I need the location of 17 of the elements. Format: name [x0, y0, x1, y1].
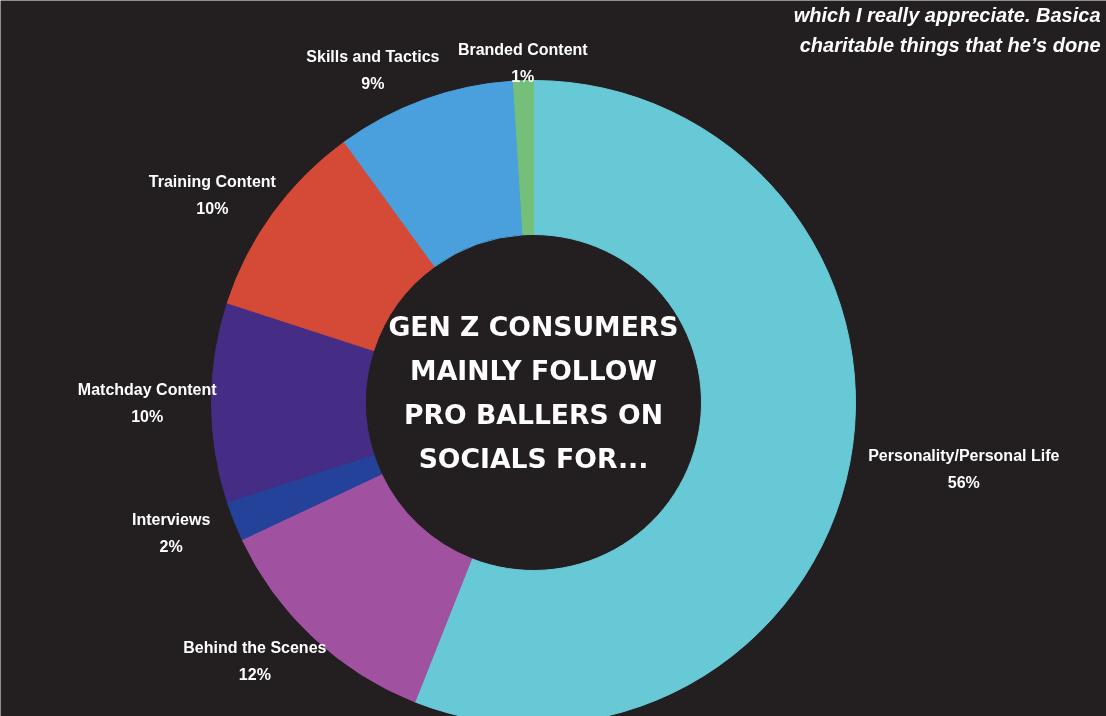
- text: charitable things that he’s done: [799, 33, 1101, 56]
- data-label: 1%: [511, 68, 535, 85]
- slice-label: Skills and Tactics: [306, 47, 440, 65]
- slice-label: Interviews: [132, 511, 211, 529]
- text: which I really appreciate. Basica: [793, 3, 1101, 26]
- data-label: 2%: [159, 538, 183, 556]
- data-label: 10%: [131, 408, 164, 425]
- slice-label: Personality/Personal Life: [868, 447, 1060, 465]
- data-label: 10%: [196, 199, 229, 217]
- slice-label: Branded Content: [457, 41, 589, 58]
- data-label: 9%: [361, 74, 385, 92]
- slice-label: Behind the Scenes: [183, 639, 327, 657]
- slice-label: Training Content: [148, 172, 277, 190]
- data-label: 12%: [238, 666, 271, 684]
- data-label: 56%: [947, 474, 980, 492]
- text: GEN Z CONSUMERS MAINLY FOLLOW PRO BALLERS ON SOCIALS FOR...: [388, 311, 679, 474]
- slice-label: Matchday Content: [77, 381, 218, 398]
